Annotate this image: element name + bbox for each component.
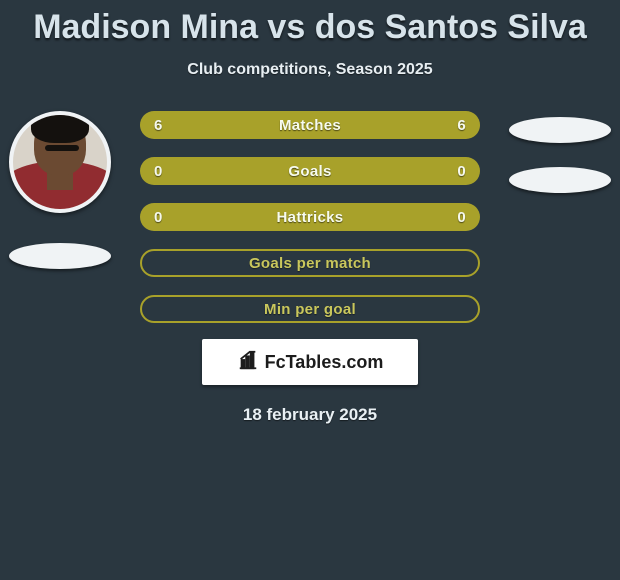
stat-label: Matches bbox=[279, 117, 341, 134]
page-subtitle: Club competitions, Season 2025 bbox=[0, 61, 620, 79]
player-left-avatar bbox=[9, 111, 111, 213]
stat-left-value: 0 bbox=[154, 163, 163, 180]
club-badge-left bbox=[9, 243, 111, 269]
stat-label: Goals bbox=[288, 163, 331, 180]
stat-row-min-per-goal: Min per goal bbox=[140, 295, 480, 323]
stat-left-value: 0 bbox=[154, 209, 163, 226]
stat-right-value: 0 bbox=[457, 163, 466, 180]
stat-label: Hattricks bbox=[277, 209, 344, 226]
stat-label: Goals per match bbox=[249, 255, 371, 272]
stat-label: Min per goal bbox=[264, 301, 356, 318]
brand-watermark: FcTables.com bbox=[202, 339, 418, 385]
page-title: Madison Mina vs dos Santos Silva bbox=[0, 0, 620, 47]
comparison-grid: 6 Matches 6 0 Goals 0 0 Hattricks 0 Goal… bbox=[0, 111, 620, 323]
stat-right-value: 6 bbox=[457, 117, 466, 134]
stat-right-value: 0 bbox=[457, 209, 466, 226]
bar-chart-icon bbox=[237, 349, 259, 376]
brand-text: FcTables.com bbox=[265, 352, 384, 373]
comparison-date: 18 february 2025 bbox=[0, 405, 620, 425]
player-right-column bbox=[500, 111, 620, 193]
stat-left-value: 6 bbox=[154, 117, 163, 134]
stat-row-goals: 0 Goals 0 bbox=[140, 157, 480, 185]
player-left-column bbox=[0, 111, 120, 269]
stat-row-goals-per-match: Goals per match bbox=[140, 249, 480, 277]
stat-row-matches: 6 Matches 6 bbox=[140, 111, 480, 139]
club-badge-right-1 bbox=[509, 117, 611, 143]
club-badge-right-2 bbox=[509, 167, 611, 193]
stat-row-hattricks: 0 Hattricks 0 bbox=[140, 203, 480, 231]
stat-bars: 6 Matches 6 0 Goals 0 0 Hattricks 0 Goal… bbox=[130, 111, 490, 323]
